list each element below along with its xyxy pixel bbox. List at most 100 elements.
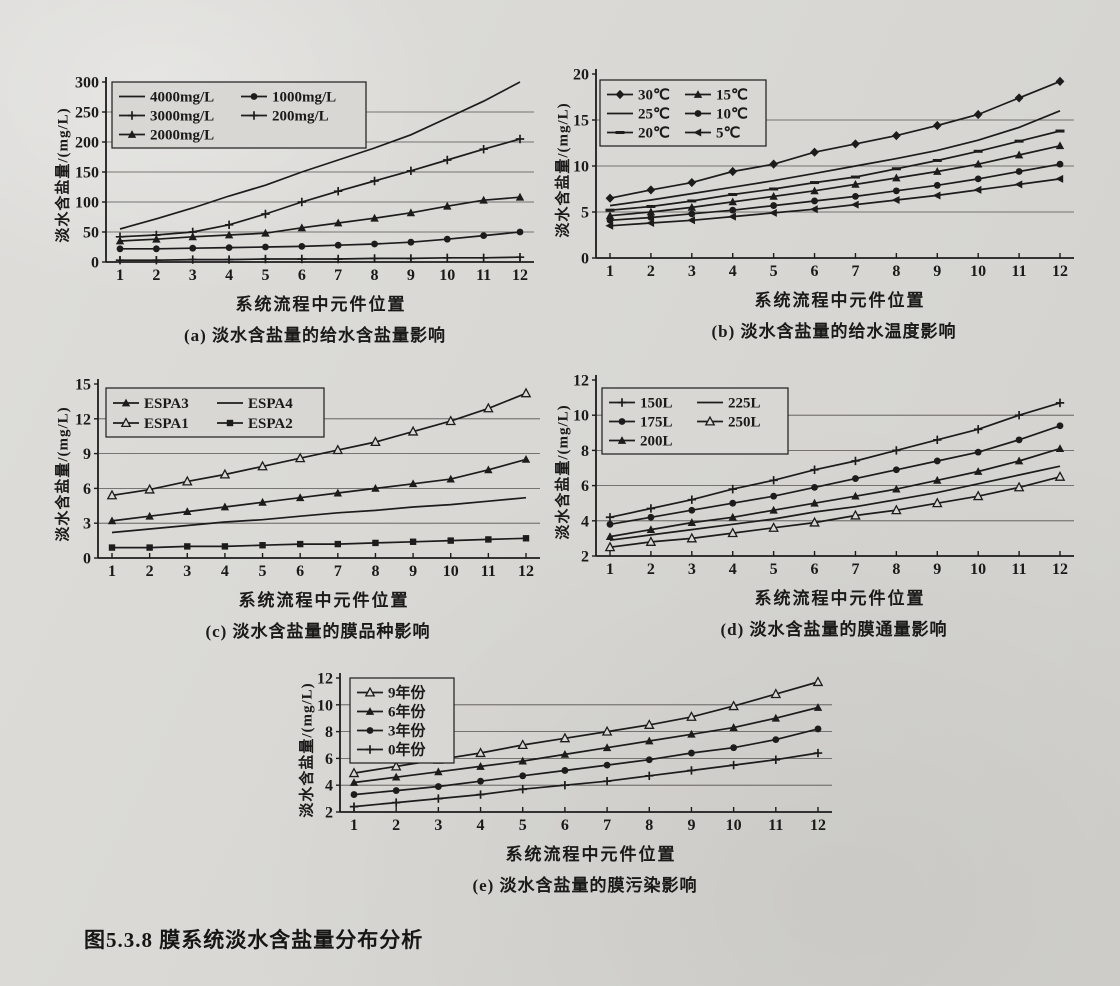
data-point-marker <box>693 128 702 137</box>
data-point-marker <box>219 468 231 479</box>
data-point-marker <box>647 513 655 521</box>
data-point-marker <box>297 223 307 232</box>
data-point-marker <box>850 200 859 209</box>
data-point-marker <box>812 676 824 687</box>
data-point-marker <box>617 398 627 407</box>
tick-label: 3年份 <box>388 722 427 740</box>
tick-label: 0 <box>581 251 589 268</box>
data-point-marker <box>1014 93 1024 103</box>
data-point-marker <box>515 253 525 262</box>
data-point-marker <box>1055 141 1065 150</box>
tick-label: 5 <box>261 267 269 284</box>
series-ESPA2 <box>108 535 530 551</box>
data-point-marker <box>972 490 984 501</box>
data-point-marker <box>686 532 698 543</box>
data-point-marker <box>892 187 900 195</box>
data-point-marker <box>603 761 611 769</box>
data-point-marker <box>261 209 270 219</box>
series-line <box>609 424 1061 526</box>
data-point-marker <box>479 253 488 262</box>
tick-label: 7 <box>334 267 342 284</box>
data-point-marker <box>728 197 737 206</box>
legend-item: 4000mg/L <box>119 90 214 106</box>
data-point-marker <box>261 228 270 237</box>
tick-label: 12 <box>1052 263 1068 280</box>
data-point-marker <box>646 504 656 513</box>
legend-item: 0年份 <box>357 741 427 759</box>
y-axis-ticks: 0 5 10 15 20 <box>573 67 596 268</box>
data-point-marker <box>189 244 197 252</box>
data-point-marker <box>333 218 343 227</box>
data-point-marker <box>646 185 656 195</box>
tick-label: 12 <box>810 817 826 834</box>
series-20- <box>605 129 1065 212</box>
data-point-marker <box>477 777 484 785</box>
data-point-marker <box>729 499 737 507</box>
x-axis-label: 系统流程中元件位置 <box>754 589 926 608</box>
series-line <box>119 196 521 242</box>
series-line <box>609 402 1061 519</box>
tick-label: 20 <box>573 67 589 84</box>
data-point-marker <box>107 516 117 525</box>
series-line <box>609 163 1061 222</box>
data-point-marker <box>704 415 716 426</box>
legend-item: ESPA1 <box>113 416 189 432</box>
data-point-marker <box>519 772 527 780</box>
legend-item: 20℃ <box>607 126 670 142</box>
tick-label: 10 <box>317 697 333 714</box>
tick-label: 1 <box>108 563 116 580</box>
series-1000mg-L <box>116 228 524 253</box>
data-point-marker <box>852 475 859 482</box>
data-point-marker <box>892 173 901 182</box>
legend-item: 9年份 <box>357 684 427 702</box>
legend-item: 10℃ <box>685 107 748 123</box>
tick-label: 11 <box>481 563 496 580</box>
data-point-marker <box>434 767 443 776</box>
data-point-marker <box>295 493 305 502</box>
tick-label: 8 <box>371 267 379 284</box>
tick-label: 4 <box>225 267 233 284</box>
data-point-marker <box>181 475 193 486</box>
data-point-marker <box>645 771 654 781</box>
data-point-marker <box>688 506 696 514</box>
tick-label: 10 <box>726 817 742 834</box>
data-point-marker <box>811 483 818 491</box>
data-point-marker <box>933 181 941 189</box>
data-point-marker <box>224 220 234 229</box>
tick-label: 9 <box>407 267 415 284</box>
tick-label: 4 <box>477 817 485 834</box>
tick-label: 15 <box>75 377 91 394</box>
data-point-marker <box>693 90 703 98</box>
data-point-marker <box>184 543 191 550</box>
axes <box>97 379 540 559</box>
data-point-marker <box>728 166 738 177</box>
data-point-marker <box>852 192 859 200</box>
data-point-marker <box>250 93 258 100</box>
data-point-marker <box>851 139 860 149</box>
data-point-marker <box>729 206 737 214</box>
data-point-marker <box>729 723 738 731</box>
series-200L <box>605 444 1065 541</box>
data-point-marker <box>115 236 125 245</box>
tick-label: 9年份 <box>388 684 427 702</box>
data-point-marker <box>1054 471 1066 481</box>
data-point-marker <box>770 492 778 500</box>
data-point-marker <box>520 387 532 398</box>
data-point-marker <box>434 783 442 790</box>
data-point-marker <box>406 208 416 217</box>
data-point-marker <box>484 465 493 474</box>
data-point-marker <box>892 446 901 455</box>
legend-item: ESPA4 <box>217 396 293 412</box>
data-point-marker <box>973 467 983 475</box>
data-point-marker <box>115 256 125 265</box>
data-point-marker <box>443 253 452 262</box>
tick-label: 6 <box>581 478 589 495</box>
tick-label: 12 <box>317 671 333 688</box>
data-point-marker <box>365 745 375 754</box>
data-point-marker <box>516 228 524 236</box>
tick-label: 8 <box>892 561 900 578</box>
data-point-marker <box>521 455 531 463</box>
tick-label: 200L <box>640 434 673 450</box>
tick-label: 7 <box>603 817 611 834</box>
chart-panel-d: 淡水含盐量/(mg/L) 2 4 6 8 10 12 1 2 3 4 5 6 7 8 9 10 11 12 150L… <box>556 368 1082 640</box>
